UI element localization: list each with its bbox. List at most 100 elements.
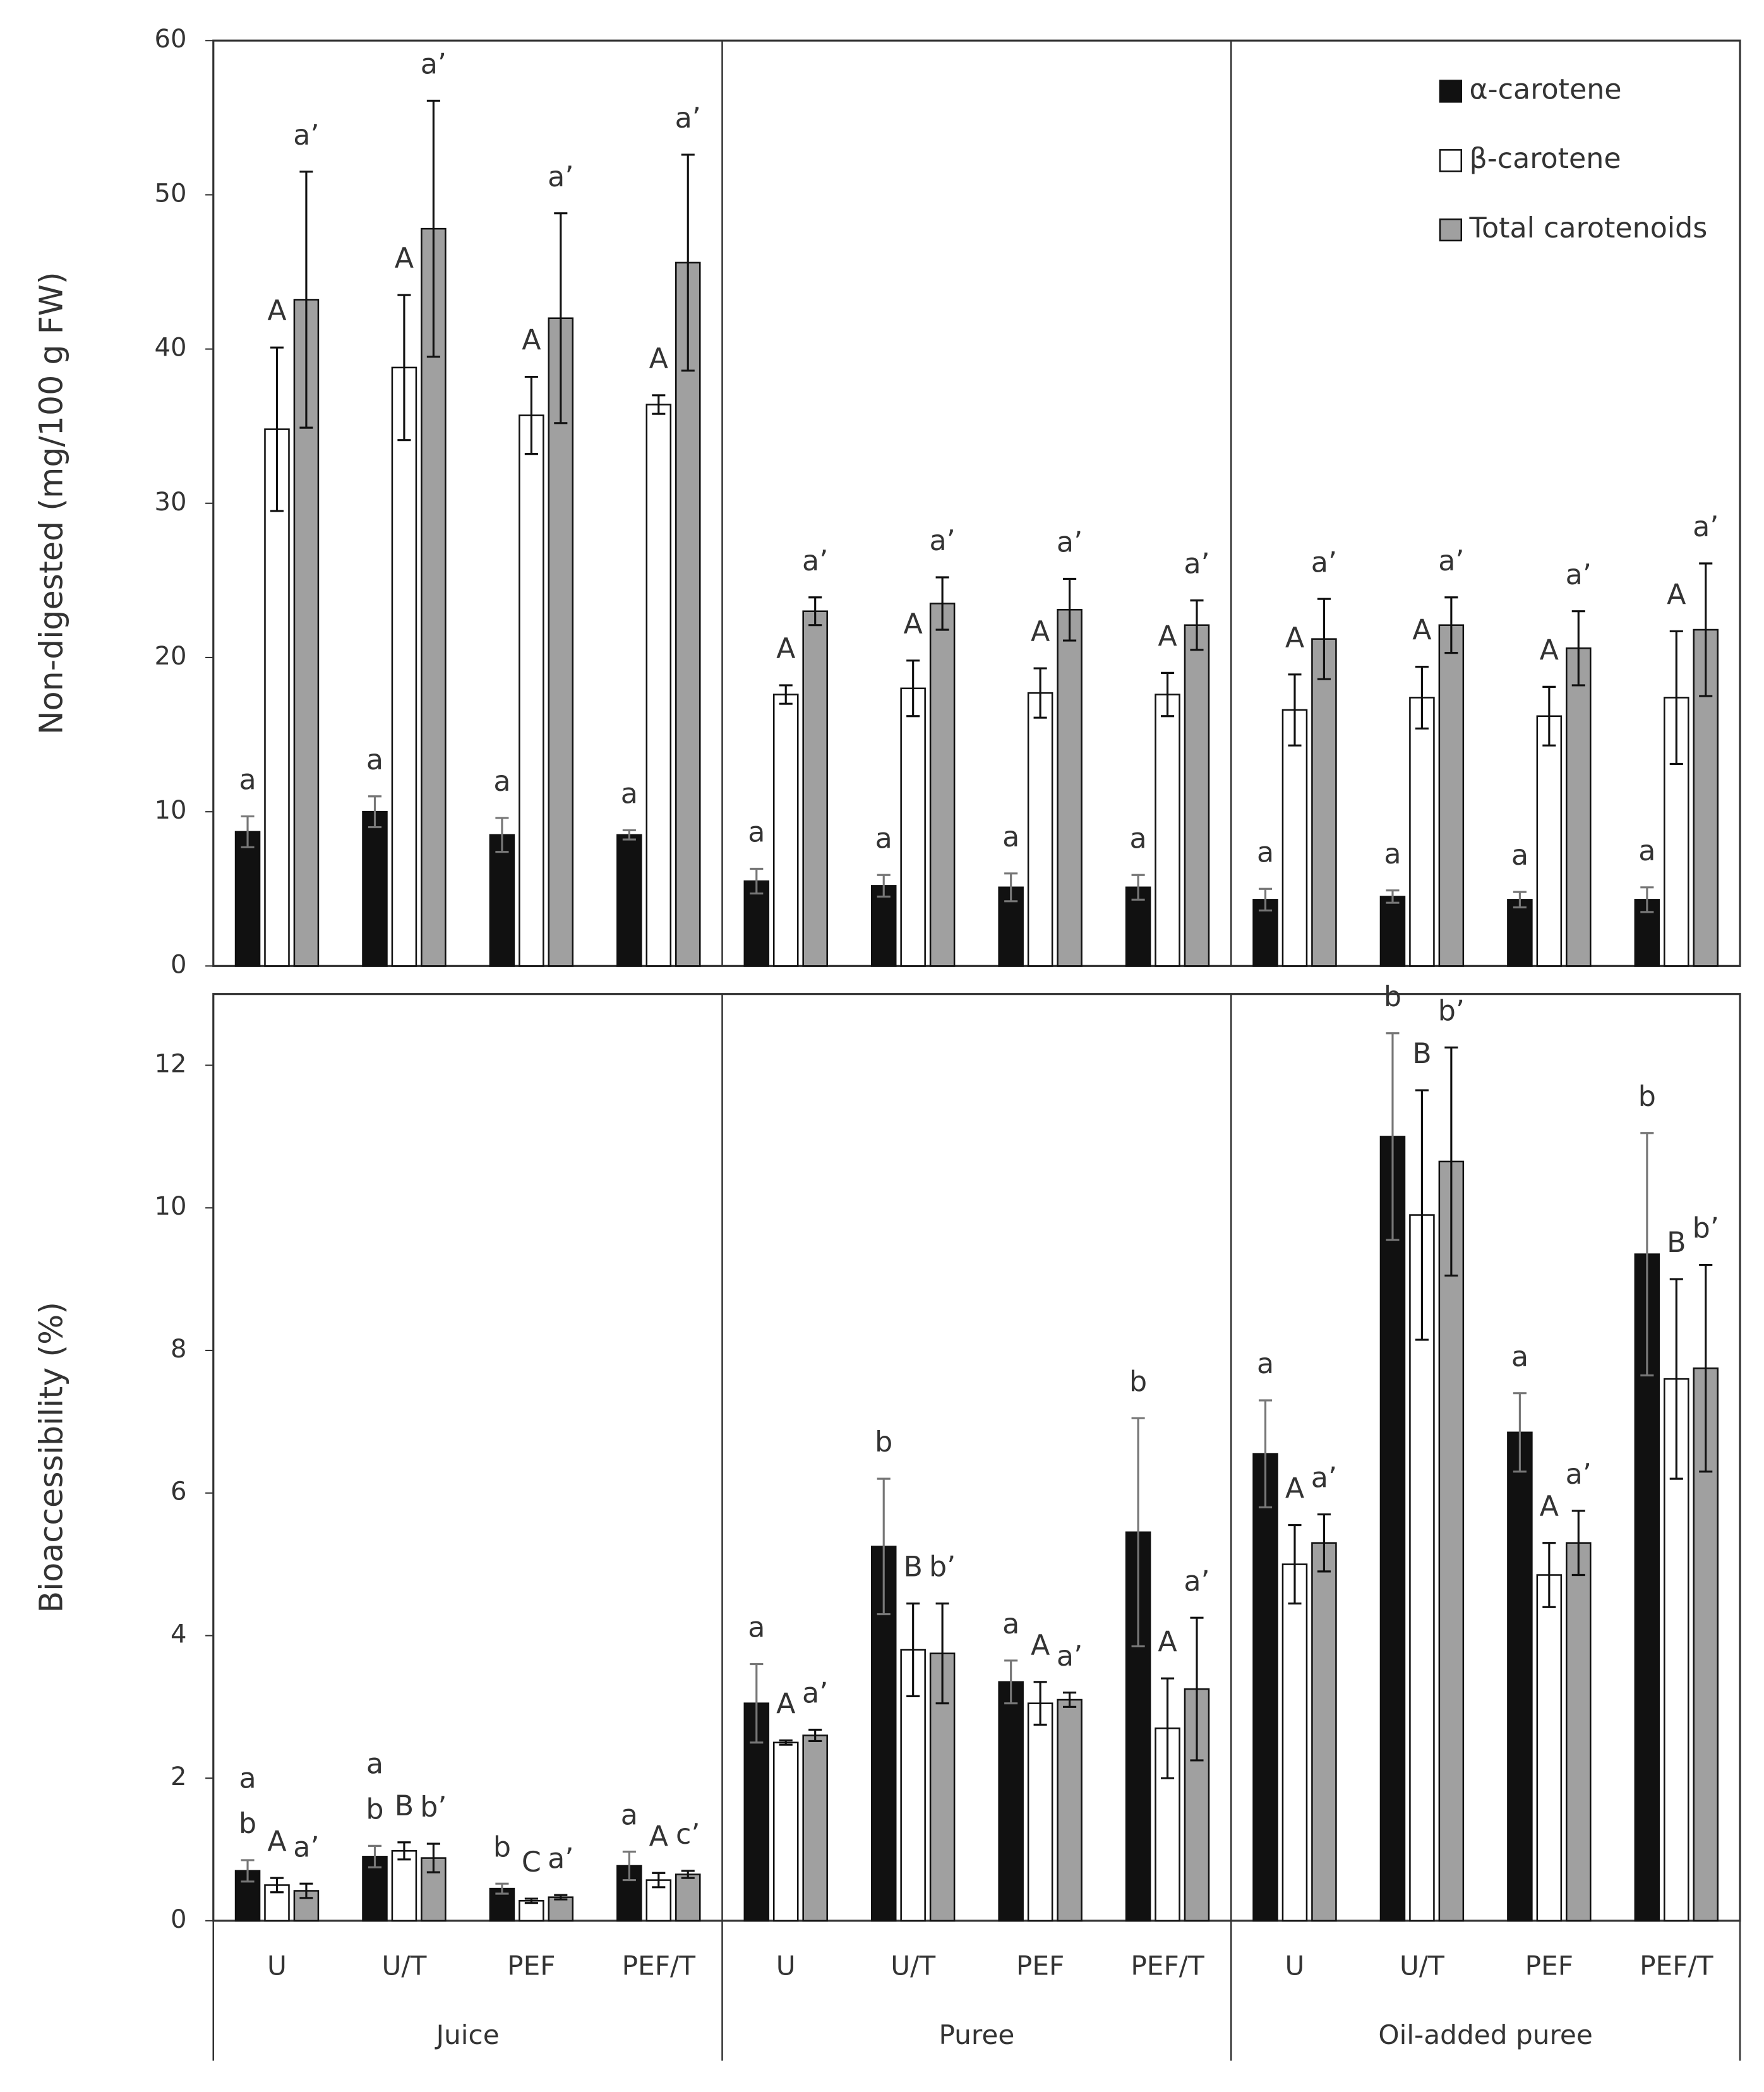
significance-letter: a — [1638, 835, 1655, 867]
error-bar — [1571, 610, 1585, 687]
y-tick-label: 30 — [155, 488, 187, 517]
error-bar — [1513, 891, 1527, 909]
y-tick-label: 8 — [171, 1335, 187, 1364]
error-bar — [1386, 1032, 1400, 1241]
y-tick-label: 12 — [155, 1050, 187, 1079]
significance-letter: b — [239, 1808, 256, 1840]
significance-letter: A — [1031, 616, 1050, 648]
error-bar — [495, 1882, 509, 1895]
significance-letter: A — [776, 1688, 795, 1720]
error-bar — [241, 1859, 255, 1883]
error-bar — [1288, 1524, 1302, 1605]
significance-letter: c’ — [676, 1818, 700, 1851]
error-bar — [935, 1602, 949, 1705]
significance-letter: a’ — [1566, 1458, 1592, 1491]
error-bar — [935, 576, 949, 631]
significance-letter: A — [776, 633, 795, 665]
significance-letter: a — [1002, 1608, 1019, 1640]
significance-letter: b — [1129, 1366, 1147, 1398]
x-tick-label: U — [1285, 1950, 1305, 1981]
significance-letter: b’ — [1693, 1213, 1719, 1245]
bar — [519, 414, 544, 967]
error-bar — [554, 212, 568, 424]
significance-letter: a — [621, 778, 638, 810]
significance-letter: A — [1412, 615, 1431, 647]
bar — [1438, 1160, 1465, 1922]
legend-swatch — [1439, 149, 1463, 172]
x-tick-label: U/T — [381, 1950, 426, 1981]
bar — [772, 1741, 799, 1922]
significance-letter: a’ — [1566, 559, 1592, 591]
significance-letter: A — [649, 343, 668, 375]
bar — [1252, 1453, 1278, 1922]
bar — [1281, 1563, 1308, 1922]
error-bar — [779, 1739, 793, 1746]
significance-letter: a — [1511, 1341, 1528, 1373]
bar — [802, 1734, 828, 1922]
significance-letter: a’ — [1438, 545, 1464, 577]
error-bar — [750, 1663, 764, 1744]
significance-letter: a’ — [1693, 511, 1719, 543]
bar — [1536, 715, 1563, 967]
bar — [1281, 709, 1308, 967]
y-tick-label: 4 — [171, 1620, 187, 1649]
error-bar — [1190, 1616, 1204, 1762]
significance-letter: a’ — [1184, 548, 1209, 580]
significance-letter: a’ — [1057, 527, 1083, 559]
significance-letter: A — [904, 608, 923, 640]
significance-letter: a — [748, 1612, 765, 1644]
error-bar — [1415, 666, 1429, 730]
significance-letter: a — [1511, 839, 1528, 872]
legend-swatch — [1439, 80, 1463, 103]
error-bar — [1062, 1692, 1077, 1708]
error-bar — [1062, 577, 1077, 642]
significance-letter: a’ — [675, 102, 701, 135]
bar — [802, 610, 828, 967]
bar — [1155, 694, 1180, 967]
significance-letter: B — [903, 1551, 922, 1584]
bar — [548, 317, 574, 967]
bar — [998, 1681, 1024, 1922]
error-bar — [299, 171, 313, 429]
error-bar — [622, 1850, 636, 1882]
bar — [1379, 896, 1406, 967]
x-tick-label: U/T — [1400, 1950, 1444, 1981]
bar — [1184, 624, 1210, 967]
bar — [1507, 1431, 1533, 1922]
significance-letter: A — [1158, 1626, 1177, 1658]
y-tick-label: 0 — [171, 1905, 187, 1934]
x-tick-label: PEF/T — [1131, 1950, 1204, 1981]
significance-letter: a’ — [293, 119, 319, 152]
bar — [1507, 899, 1533, 967]
error-bar — [1190, 599, 1204, 651]
x-tick-label: PEF — [507, 1950, 555, 1981]
y-tick-label: 0 — [171, 950, 187, 979]
x-tick-label: U — [267, 1950, 287, 1981]
y-tick-label: 50 — [155, 179, 187, 208]
significance-letter: A — [267, 295, 286, 327]
error-bar — [368, 1844, 382, 1868]
bar — [870, 885, 897, 967]
error-bar — [808, 596, 822, 627]
error-bar — [1033, 667, 1047, 719]
group-label: Oil-added puree — [1378, 2019, 1593, 2050]
error-bar — [397, 1841, 411, 1861]
significance-letter: B — [395, 1790, 414, 1822]
significance-letter: b — [875, 1426, 892, 1458]
error-bar — [1415, 1089, 1429, 1341]
error-bar — [1571, 1510, 1585, 1577]
bar — [929, 603, 956, 967]
error-bar — [1033, 1681, 1047, 1726]
significance-letter: b — [1384, 981, 1401, 1013]
significance-letter: a’ — [421, 49, 447, 81]
y-tick-label: 6 — [171, 1477, 187, 1506]
significance-letter: a — [366, 1748, 383, 1781]
bar — [900, 687, 926, 967]
significance-letter: a’ — [802, 1678, 828, 1710]
y-axis-title: Non-digested (mg/100 g FW) — [32, 272, 69, 735]
bar — [264, 428, 290, 967]
bar — [1311, 1542, 1337, 1922]
bar — [1057, 608, 1083, 967]
significance-letter: a — [1257, 1348, 1274, 1380]
